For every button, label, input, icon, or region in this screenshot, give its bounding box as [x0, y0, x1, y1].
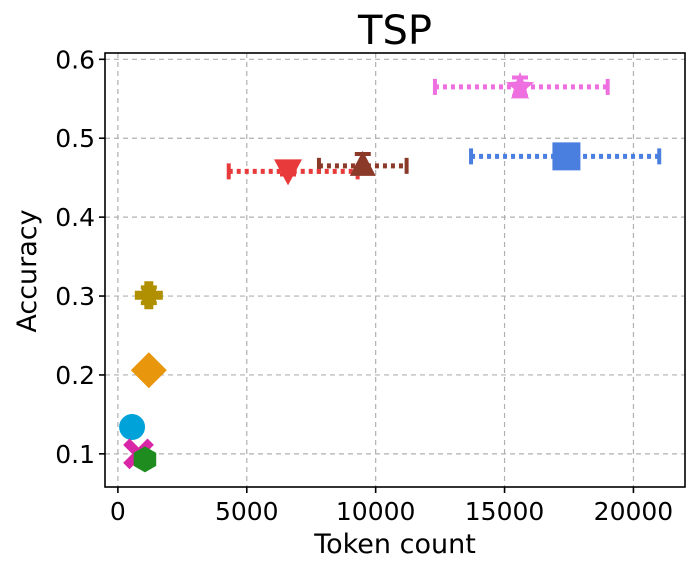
grid-layer	[105, 53, 685, 487]
marker-plus-olive	[134, 281, 163, 310]
marker-triangle-down-red	[274, 159, 303, 186]
tick-layer: 0 5000 10000 15000 20000 0.1 0.2 0.3 0.4 0.5 0.6	[55, 45, 673, 526]
y-tick-label-1: 0.2	[55, 361, 95, 390]
y-tick-label-5: 0.6	[55, 45, 95, 74]
x-tick-label-4: 20000	[594, 497, 674, 526]
marker-star-pink	[505, 71, 535, 100]
marker-layer	[119, 71, 581, 473]
x-tick-label-2: 10000	[336, 497, 416, 526]
x-axis-title: Token count	[313, 529, 476, 560]
chart-title: TSP	[357, 8, 432, 54]
y-axis-title: Accuracy	[12, 209, 43, 332]
x-tick-label-1: 5000	[215, 497, 279, 526]
y-tick-label-4: 0.5	[55, 124, 95, 153]
x-tick-label-3: 15000	[465, 497, 545, 526]
marker-diamond-orange	[130, 352, 167, 389]
marker-circle-cyan	[119, 414, 146, 441]
marker-triangle-up-brown	[349, 150, 376, 176]
marker-square-blue	[552, 142, 581, 171]
y-tick-label-2: 0.3	[55, 282, 95, 311]
y-tick-label-0: 0.1	[55, 440, 95, 469]
y-tick-label-3: 0.4	[55, 203, 95, 232]
x-tick-label-0: 0	[110, 497, 126, 526]
errorbar-layer	[140, 75, 662, 306]
marker-hexagon-green	[133, 446, 157, 473]
plot-frame	[104, 52, 686, 488]
